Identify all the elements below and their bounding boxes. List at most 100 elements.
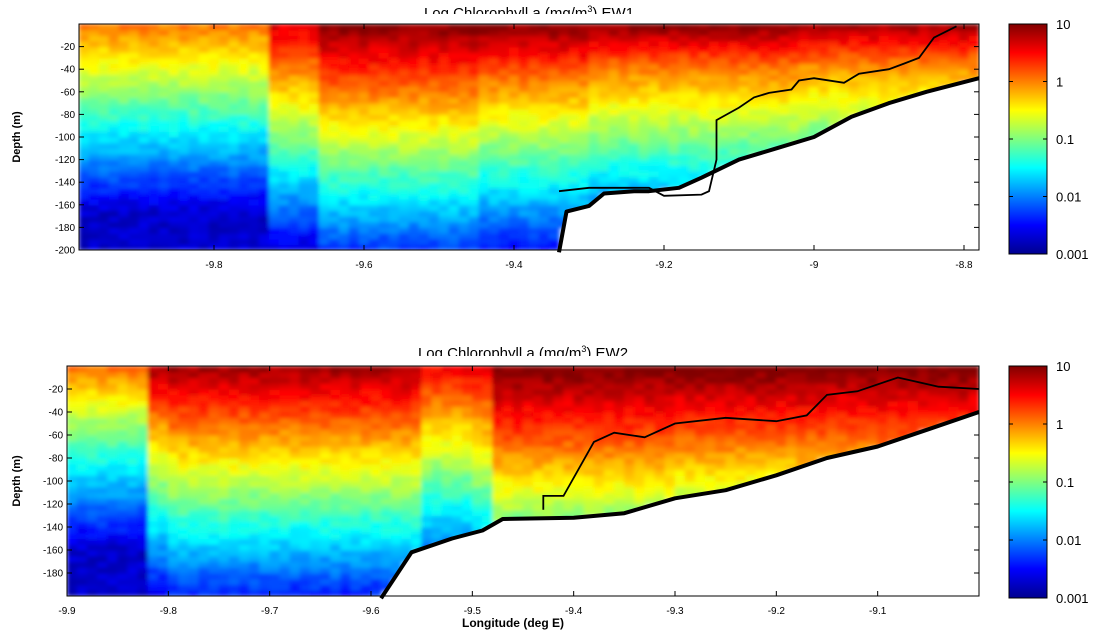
heatmap-cell (654, 371, 666, 379)
heatmap-cell (788, 125, 800, 132)
heatmap-cell (644, 400, 656, 407)
heatmap-cell (498, 170, 510, 178)
heatmap-cell (318, 40, 330, 48)
heatmap-cell (238, 480, 250, 488)
heatmap-cell (368, 114, 380, 121)
heatmap-cell (360, 572, 372, 580)
heatmap-cell (348, 193, 360, 200)
heatmap-cell (608, 114, 620, 121)
heatmap-cell (858, 29, 870, 36)
heatmap-cell (228, 469, 240, 476)
heatmap-cell (542, 371, 554, 379)
heatmap-cell (758, 29, 770, 36)
heatmap-cell (288, 68, 300, 76)
heatmap-cell (438, 102, 450, 110)
heatmap-cell (428, 215, 440, 223)
heatmap-cell (421, 405, 433, 413)
heatmap-cell (117, 572, 129, 580)
heatmap-cell (548, 238, 560, 245)
heatmap-cell (368, 198, 380, 206)
heatmap-cell (168, 131, 180, 138)
heatmap-cell (664, 382, 676, 390)
heatmap-cell (338, 215, 350, 223)
heatmap-cell (288, 193, 300, 200)
heatmap-cell (738, 40, 750, 48)
heatmap-cell (298, 204, 310, 212)
heatmap-cell (624, 480, 636, 488)
heatmap-cell (898, 57, 910, 65)
heatmap-cell (289, 486, 301, 494)
heatmap-cell (708, 23, 720, 31)
heatmap-cell (86, 440, 98, 448)
heatmap-cell (168, 486, 180, 494)
heatmap-cell (568, 176, 580, 183)
heatmap-cell (268, 221, 280, 228)
heatmap-cell (138, 91, 150, 99)
heatmap-cell (638, 97, 650, 104)
heatmap-cell (518, 35, 530, 42)
heatmap-cell (107, 440, 119, 448)
heatmap-cell (578, 181, 590, 189)
heatmap-cell (664, 434, 676, 442)
heatmap-cell (508, 193, 520, 200)
heatmap-cell (788, 114, 800, 121)
heatmap-cell (228, 108, 240, 115)
heatmap-cell (448, 102, 460, 110)
heatmap-cell (117, 543, 129, 551)
heatmap-cell (421, 526, 433, 534)
heatmap-cell (350, 538, 362, 545)
heatmap-cell (178, 232, 190, 240)
heatmap-cell (358, 29, 370, 36)
heatmap-cell (238, 388, 250, 396)
heatmap-cell (259, 428, 271, 436)
heatmap-cell (330, 440, 342, 448)
heatmap-cell (548, 170, 560, 178)
heatmap-cell (411, 382, 423, 390)
heatmap-cell (628, 119, 640, 127)
heatmap-cell (238, 159, 250, 166)
heatmap-cell (128, 131, 140, 138)
heatmap-cell (228, 382, 240, 390)
heatmap-cell (928, 68, 940, 76)
heatmap-cell (218, 440, 230, 448)
heatmap-cell (198, 446, 210, 453)
heatmap-cell (328, 46, 340, 53)
heatmap-cell (88, 136, 100, 144)
heatmap-cell (522, 440, 534, 448)
heatmap-cell (593, 377, 605, 384)
heatmap-cell (593, 474, 605, 482)
heatmap-cell (218, 365, 230, 373)
heatmap-cell (654, 469, 666, 476)
heatmap-cell (624, 451, 636, 459)
heatmap-cell (628, 46, 640, 53)
heatmap-cell (603, 365, 615, 373)
heatmap-cell (238, 377, 250, 384)
heatmap-cell (388, 136, 400, 144)
heatmap-cell (678, 51, 690, 59)
heatmap-cell (338, 210, 350, 217)
heatmap-cell (718, 68, 730, 76)
heatmap-cell (228, 377, 240, 384)
heatmap-cell (358, 35, 370, 42)
heatmap-cell (718, 85, 730, 93)
heatmap-cell (108, 97, 120, 104)
heatmap-cell (508, 80, 520, 87)
heatmap-cell (558, 148, 570, 155)
heatmap-cell (158, 181, 170, 189)
heatmap-cell (638, 35, 650, 42)
heatmap-cell (878, 85, 890, 93)
heatmap-cell (618, 102, 630, 110)
heatmap-cell (528, 108, 540, 115)
heatmap-cell (168, 561, 180, 568)
heatmap-cell (308, 170, 320, 178)
heatmap-cell (634, 365, 646, 373)
heatmap-cell (648, 102, 660, 110)
heatmap-cell (218, 204, 230, 212)
heatmap-cell (378, 40, 390, 48)
heatmap-cell (308, 142, 320, 149)
heatmap-cell (278, 164, 290, 172)
heatmap-cell (390, 503, 402, 511)
heatmap-cell (958, 51, 970, 59)
heatmap-cell (128, 238, 140, 245)
heatmap-cell (127, 515, 139, 522)
